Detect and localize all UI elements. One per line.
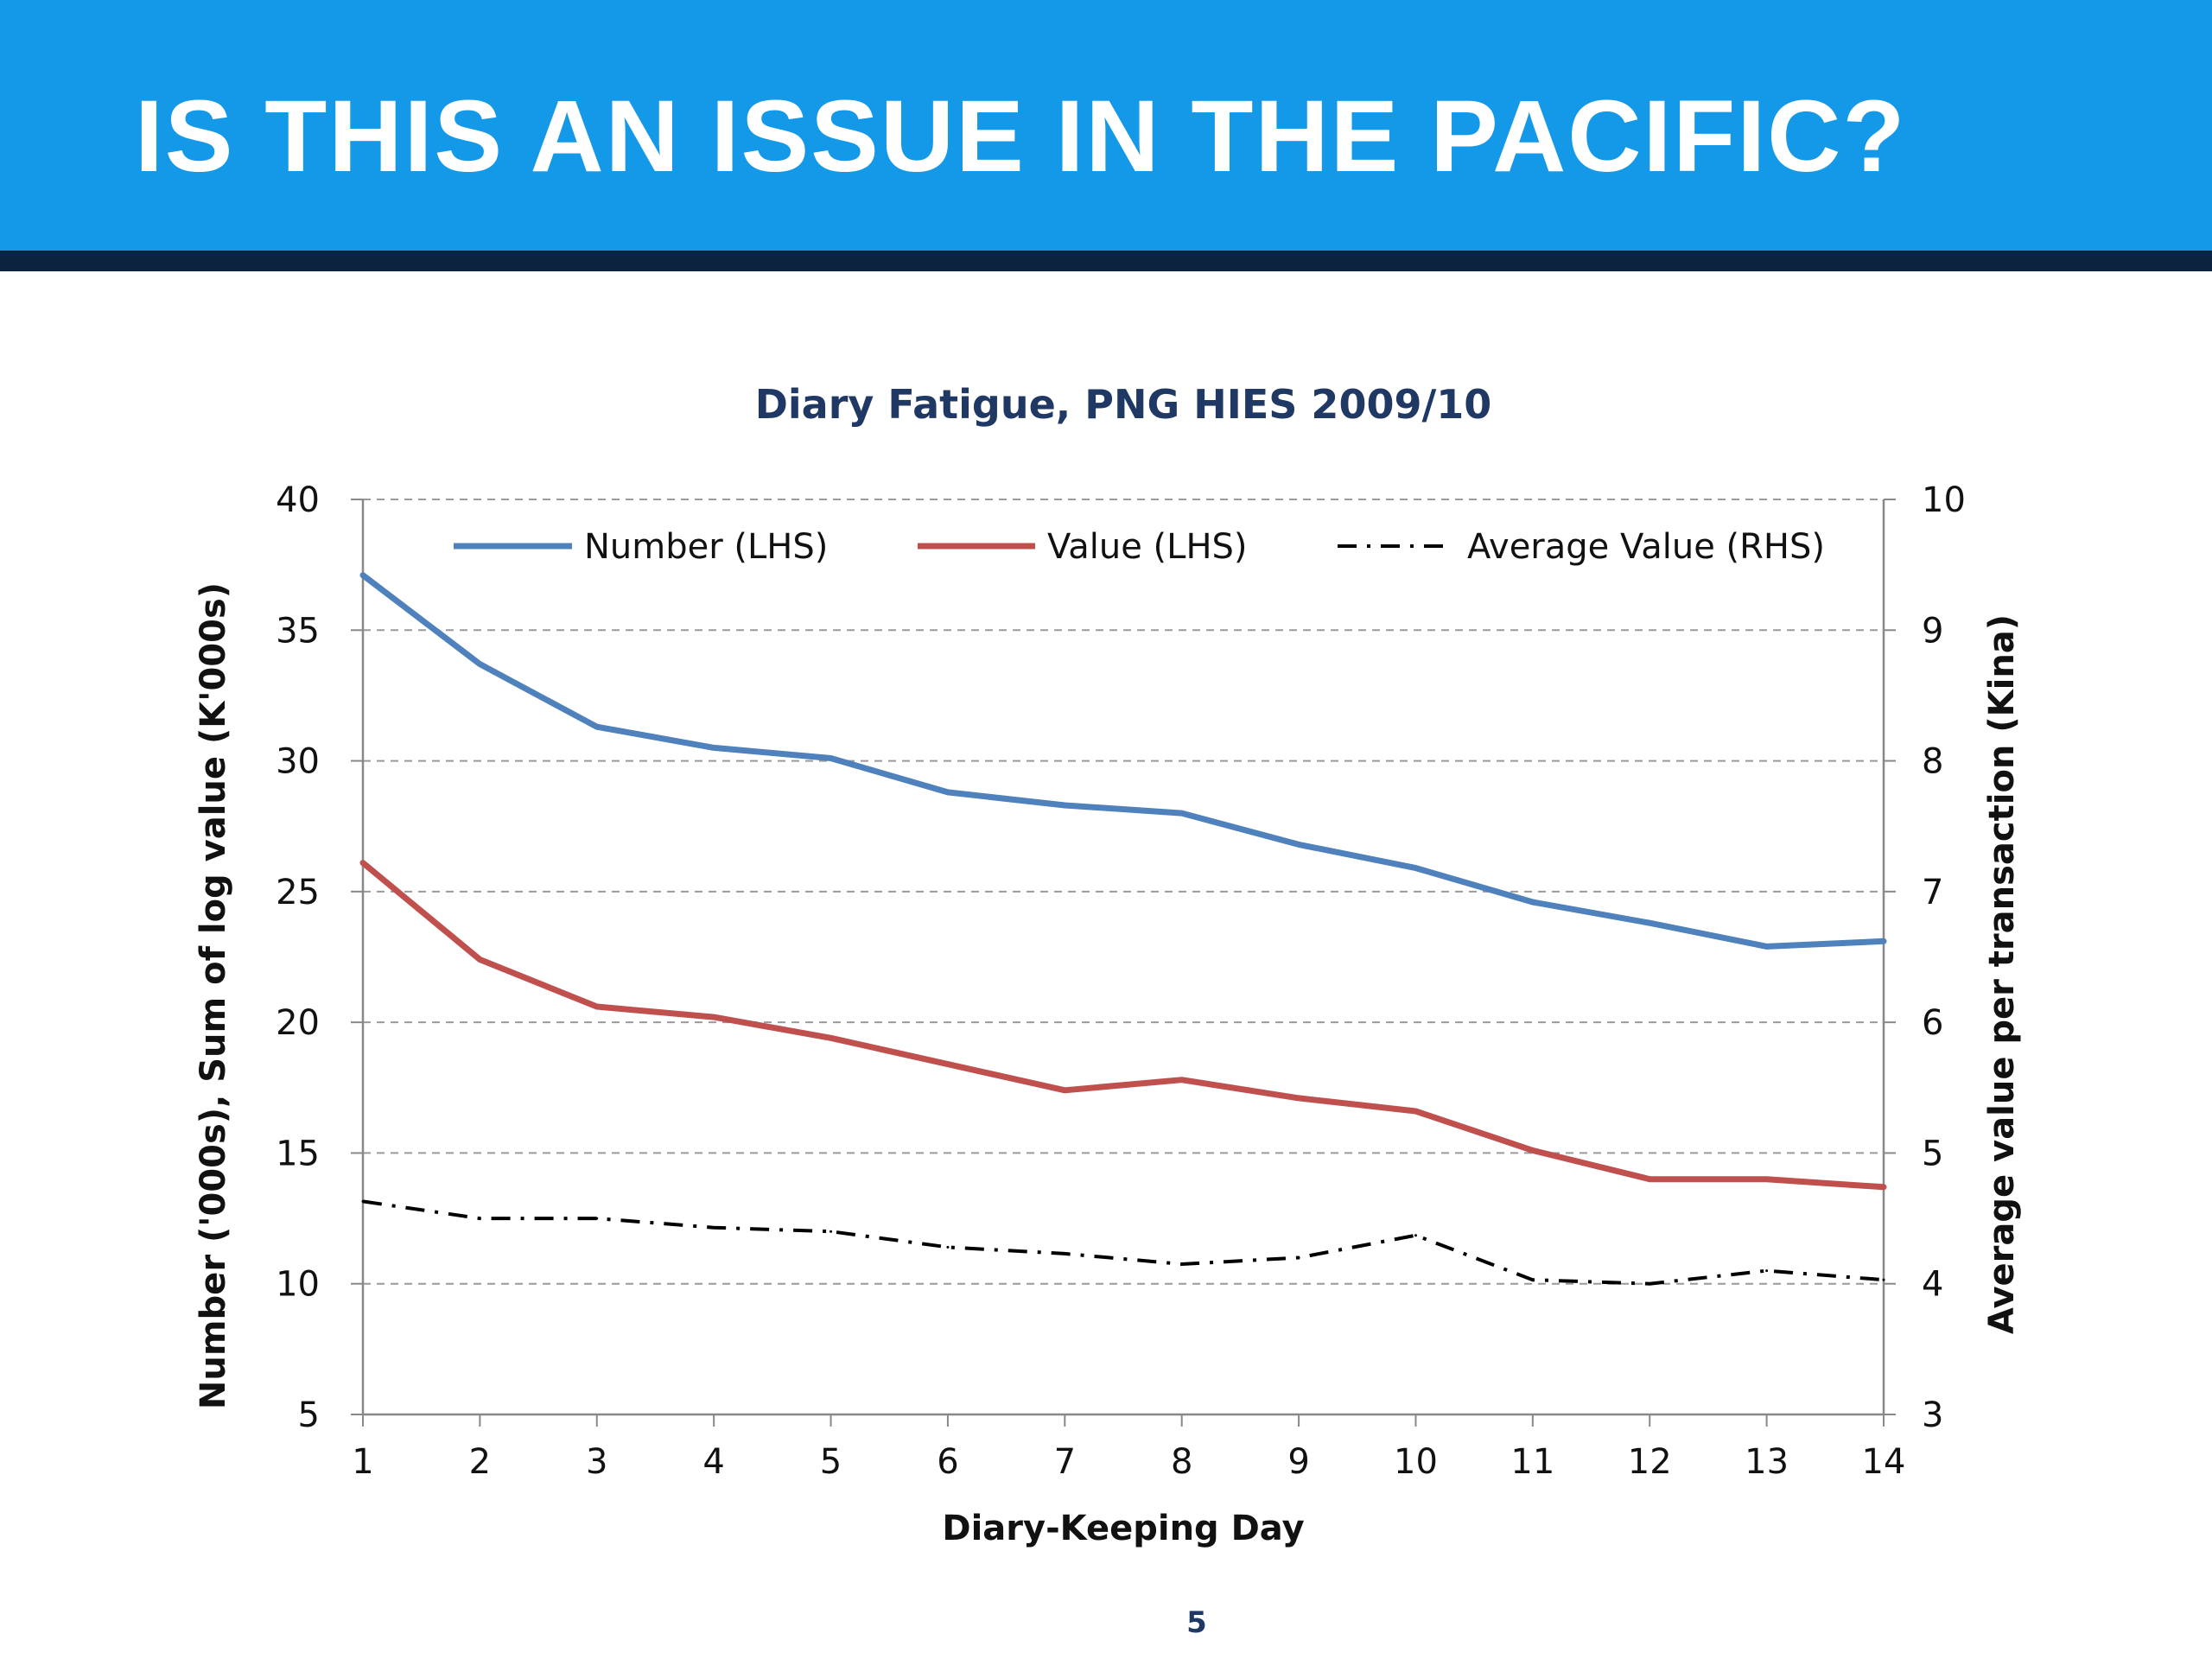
data-point [946,1063,950,1066]
y2-tick-label: 3 [1922,1395,1943,1435]
legend-label-1: Value (LHS) [1047,527,1248,567]
y-tick-label: 20 [276,1003,320,1043]
data-point [361,1199,365,1203]
series-line-2 [362,1199,1885,1286]
y2-tick-label: 6 [1922,1003,1943,1043]
data-point [1882,1185,1885,1189]
data-point [361,574,365,577]
data-point [1882,1278,1885,1281]
data-point [361,861,365,865]
data-point [1063,1089,1066,1092]
y-tick-label: 10 [276,1265,320,1305]
y2-tick-label: 10 [1922,480,1966,520]
data-point [1297,842,1300,846]
data-point [1765,1178,1769,1181]
data-point [1648,1282,1651,1286]
data-point [1531,1278,1535,1281]
data-point [1531,1148,1535,1152]
data-point [1063,804,1066,807]
series-line-0 [359,572,1887,950]
y2-axis-title: Average value per transaction (Kina) [1982,614,2022,1334]
y2-tick-label: 9 [1922,611,1943,651]
data-point [1765,1269,1769,1273]
data-point [946,791,950,794]
y-tick-label: 40 [276,480,320,520]
x-tick-label: 3 [586,1442,607,1482]
x-tick-label: 11 [1510,1442,1554,1482]
x-tick-label: 1 [352,1442,373,1482]
x-tick-label: 8 [1171,1442,1192,1482]
data-point [1180,811,1184,815]
data-point [1063,1252,1066,1255]
data-point [712,1226,715,1230]
data-point [478,1217,481,1220]
data-point [1297,1096,1300,1100]
data-point [1180,1078,1184,1082]
data-point [1414,1109,1417,1113]
data-point [712,1015,715,1019]
data-point [1648,1178,1651,1181]
y2-tick-label: 5 [1922,1134,1943,1173]
data-point [946,1245,950,1249]
x-tick-label: 14 [1862,1442,1906,1482]
y-tick-label: 30 [276,742,320,782]
x-tick-label: 2 [469,1442,491,1482]
x-tick-label: 7 [1054,1442,1076,1482]
y2-tick-label: 7 [1922,873,1943,912]
page-number: 5 [1186,1605,1207,1640]
data-point [1648,921,1651,925]
slide-title: IS THIS AN ISSUE IN THE PACIFIC? [135,79,1907,194]
y-axis-title: Number ('000s), Sum of log value (K'000s… [194,582,233,1409]
y-tick-label: 15 [276,1134,320,1173]
x-tick-label: 10 [1394,1442,1438,1482]
y2-tick-label: 4 [1922,1265,1943,1305]
legend-label-0: Number (LHS) [584,527,828,567]
data-point [1414,867,1417,870]
data-point [595,725,599,728]
header-divider [0,251,2212,271]
x-tick-label: 6 [937,1442,958,1482]
data-point [1414,1234,1417,1237]
y-tick-label: 5 [298,1395,320,1435]
header-banner [0,0,2212,251]
data-point [595,1217,599,1220]
x-tick-label: 4 [702,1442,724,1482]
y2-tick-label: 8 [1922,742,1943,782]
data-point [1180,1262,1184,1266]
x-axis-title: Diary-Keeping Day [942,1509,1304,1548]
data-point [478,958,481,962]
data-point [1882,939,1885,943]
data-point [830,1230,833,1233]
x-tick-label: 5 [820,1442,842,1482]
data-point [478,663,481,666]
x-tick-label: 13 [1745,1442,1789,1482]
data-point [595,1005,599,1008]
data-point [712,746,715,749]
data-point [1531,900,1535,904]
chart-title: Diary Fatigue, PNG HIES 2009/10 [755,381,1492,428]
data-point [830,1036,833,1039]
series-line-1 [359,860,1887,1191]
x-tick-label: 12 [1628,1442,1672,1482]
x-tick-label: 9 [1287,1442,1309,1482]
y-tick-label: 35 [276,611,320,651]
legend-label-2: Average Value (RHS) [1467,527,1825,567]
data-point [1765,944,1769,948]
data-point [830,757,833,760]
data-point [1297,1255,1300,1259]
y-tick-label: 25 [276,873,320,912]
